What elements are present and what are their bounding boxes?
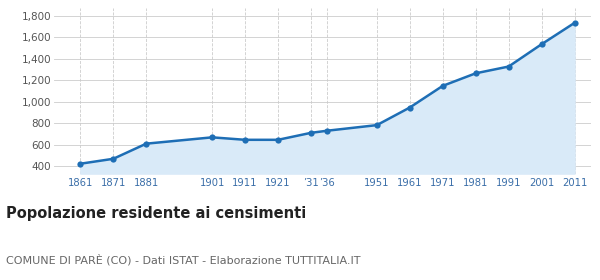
Text: COMUNE DI PARÈ (CO) - Dati ISTAT - Elaborazione TUTTITALIA.IT: COMUNE DI PARÈ (CO) - Dati ISTAT - Elabo… <box>6 254 361 265</box>
Text: Popolazione residente ai censimenti: Popolazione residente ai censimenti <box>6 206 306 221</box>
